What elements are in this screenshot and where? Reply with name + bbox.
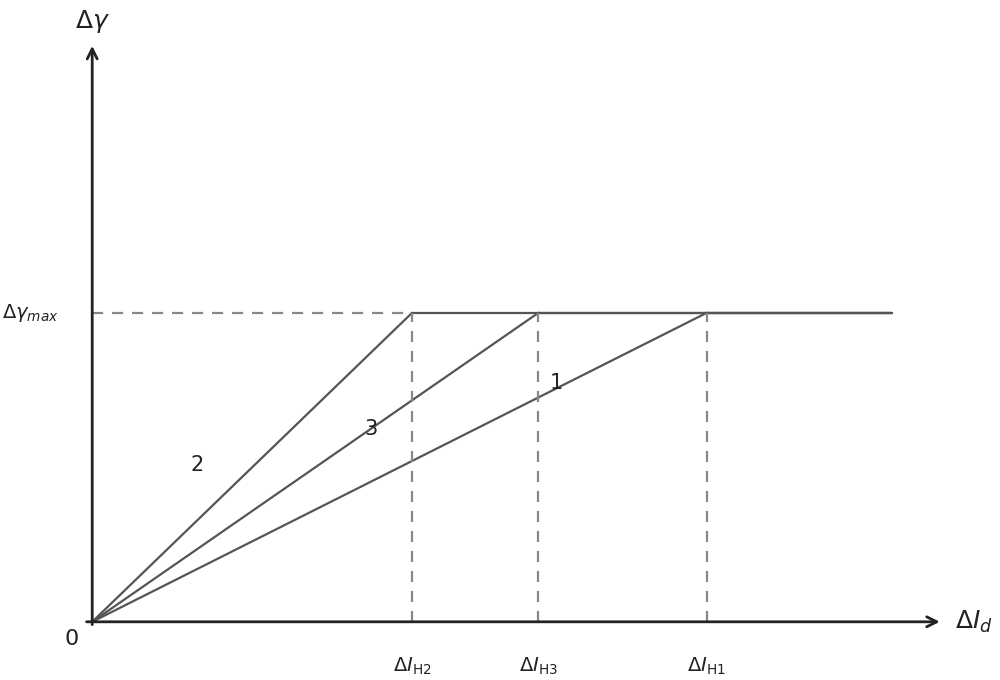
Text: 3: 3 bbox=[365, 420, 378, 439]
Text: $\Delta\gamma$: $\Delta\gamma$ bbox=[75, 7, 110, 35]
Text: 2: 2 bbox=[190, 455, 204, 475]
Text: $\Delta I_d$: $\Delta I_d$ bbox=[955, 609, 993, 635]
Text: 0: 0 bbox=[64, 629, 78, 649]
Text: $\Delta\gamma_{max}$: $\Delta\gamma_{max}$ bbox=[2, 302, 59, 324]
Text: $\Delta I_{\mathrm{H1}}$: $\Delta I_{\mathrm{H1}}$ bbox=[687, 656, 726, 677]
Text: $\Delta I_{\mathrm{H2}}$: $\Delta I_{\mathrm{H2}}$ bbox=[393, 656, 431, 677]
Text: $\Delta I_{\mathrm{H3}}$: $\Delta I_{\mathrm{H3}}$ bbox=[519, 656, 558, 677]
Text: 1: 1 bbox=[550, 373, 563, 393]
